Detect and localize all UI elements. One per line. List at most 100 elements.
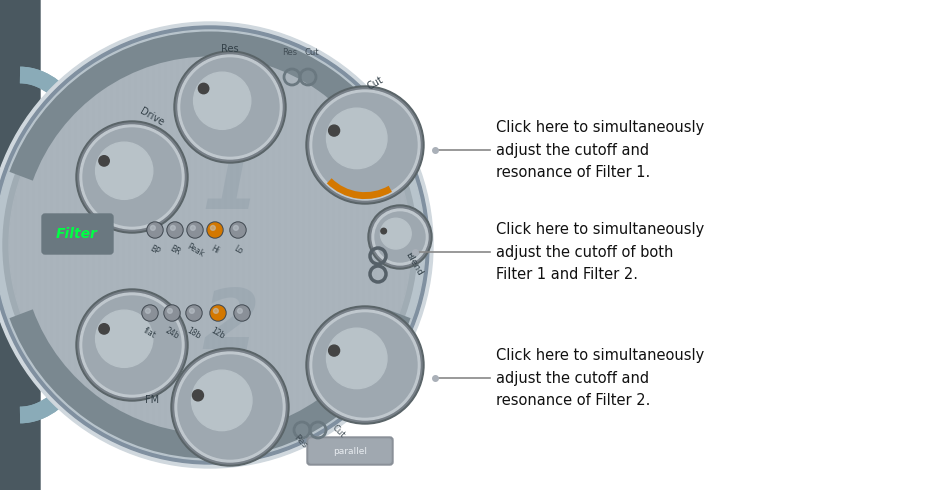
- Text: Drive: Drive: [138, 106, 166, 128]
- Circle shape: [192, 390, 203, 401]
- Circle shape: [380, 228, 386, 234]
- Circle shape: [147, 223, 162, 237]
- Circle shape: [185, 305, 202, 321]
- Circle shape: [150, 225, 155, 230]
- Circle shape: [9, 44, 411, 446]
- Circle shape: [208, 223, 222, 237]
- Text: Lo: Lo: [232, 244, 244, 256]
- FancyBboxPatch shape: [0, 0, 40, 490]
- Circle shape: [194, 72, 250, 129]
- Text: Res: Res: [221, 44, 238, 54]
- Circle shape: [308, 308, 422, 422]
- Text: Cut: Cut: [365, 74, 385, 92]
- Circle shape: [146, 222, 163, 238]
- Circle shape: [83, 296, 181, 394]
- Circle shape: [178, 355, 282, 459]
- Circle shape: [76, 121, 188, 233]
- Circle shape: [0, 22, 433, 468]
- Text: 12b: 12b: [210, 325, 226, 341]
- Text: Click here to simultaneously
adjust the cutoff and
resonance of Filter 2.: Click here to simultaneously adjust the …: [495, 348, 704, 408]
- Circle shape: [210, 305, 226, 321]
- Circle shape: [326, 108, 387, 169]
- Circle shape: [0, 30, 425, 460]
- FancyBboxPatch shape: [307, 437, 392, 465]
- Circle shape: [187, 222, 203, 238]
- Circle shape: [191, 370, 252, 431]
- Circle shape: [83, 128, 181, 226]
- Text: 2: 2: [201, 285, 259, 366]
- Text: parallel: parallel: [333, 446, 366, 456]
- Text: Blend: Blend: [403, 250, 424, 277]
- Text: 24b: 24b: [163, 325, 181, 341]
- Circle shape: [237, 308, 242, 313]
- Circle shape: [190, 225, 196, 230]
- Circle shape: [328, 125, 339, 136]
- Circle shape: [95, 142, 153, 199]
- Circle shape: [168, 223, 182, 237]
- Circle shape: [375, 212, 425, 262]
- Circle shape: [99, 156, 109, 166]
- Text: Cut: Cut: [330, 423, 347, 440]
- Text: flat: flat: [142, 326, 158, 340]
- Circle shape: [78, 123, 185, 231]
- Circle shape: [210, 306, 224, 320]
- Circle shape: [368, 205, 432, 269]
- Circle shape: [380, 218, 411, 249]
- Circle shape: [328, 345, 339, 356]
- Circle shape: [181, 58, 279, 156]
- Text: BR: BR: [168, 244, 182, 257]
- Circle shape: [372, 209, 427, 265]
- Circle shape: [164, 305, 180, 321]
- Text: Click here to simultaneously
adjust the cutoff and
resonance of Filter 1.: Click here to simultaneously adjust the …: [495, 121, 704, 180]
- Text: Click here to simultaneously
adjust the cutoff of both
Filter 1 and Filter 2.: Click here to simultaneously adjust the …: [495, 222, 704, 282]
- Circle shape: [0, 26, 428, 464]
- Circle shape: [175, 352, 285, 462]
- Text: Res: Res: [282, 48, 297, 57]
- Circle shape: [312, 93, 416, 197]
- Circle shape: [80, 125, 184, 229]
- Text: Cut: Cut: [304, 48, 319, 57]
- Circle shape: [306, 86, 424, 204]
- Circle shape: [172, 350, 286, 464]
- Circle shape: [370, 207, 429, 267]
- Circle shape: [188, 223, 202, 237]
- Circle shape: [310, 90, 420, 200]
- Circle shape: [167, 308, 172, 313]
- FancyBboxPatch shape: [42, 214, 113, 254]
- Circle shape: [234, 225, 238, 230]
- Circle shape: [174, 51, 286, 163]
- Circle shape: [146, 308, 150, 313]
- Circle shape: [326, 328, 387, 389]
- Circle shape: [306, 306, 424, 424]
- Circle shape: [189, 308, 194, 313]
- Circle shape: [76, 289, 188, 401]
- Circle shape: [178, 55, 282, 159]
- Circle shape: [234, 305, 249, 321]
- Text: BP: BP: [148, 244, 161, 256]
- Circle shape: [78, 291, 185, 399]
- Circle shape: [210, 225, 215, 230]
- Circle shape: [142, 305, 158, 321]
- Circle shape: [308, 88, 422, 202]
- Circle shape: [235, 306, 248, 320]
- Circle shape: [167, 222, 183, 238]
- Circle shape: [207, 222, 222, 238]
- Circle shape: [187, 306, 201, 320]
- Circle shape: [231, 223, 245, 237]
- Text: Filter: Filter: [56, 227, 98, 241]
- Circle shape: [3, 38, 416, 452]
- Circle shape: [171, 225, 175, 230]
- Circle shape: [213, 308, 218, 313]
- FancyBboxPatch shape: [309, 439, 390, 463]
- Text: Res: Res: [292, 433, 309, 450]
- Text: Hi: Hi: [210, 244, 221, 256]
- Circle shape: [165, 306, 179, 320]
- Circle shape: [310, 310, 420, 420]
- Circle shape: [171, 348, 288, 466]
- Circle shape: [143, 306, 157, 320]
- Text: FM: FM: [145, 395, 159, 405]
- Circle shape: [99, 324, 109, 334]
- Circle shape: [312, 313, 416, 417]
- Text: Peak: Peak: [184, 242, 205, 258]
- Circle shape: [95, 310, 153, 368]
